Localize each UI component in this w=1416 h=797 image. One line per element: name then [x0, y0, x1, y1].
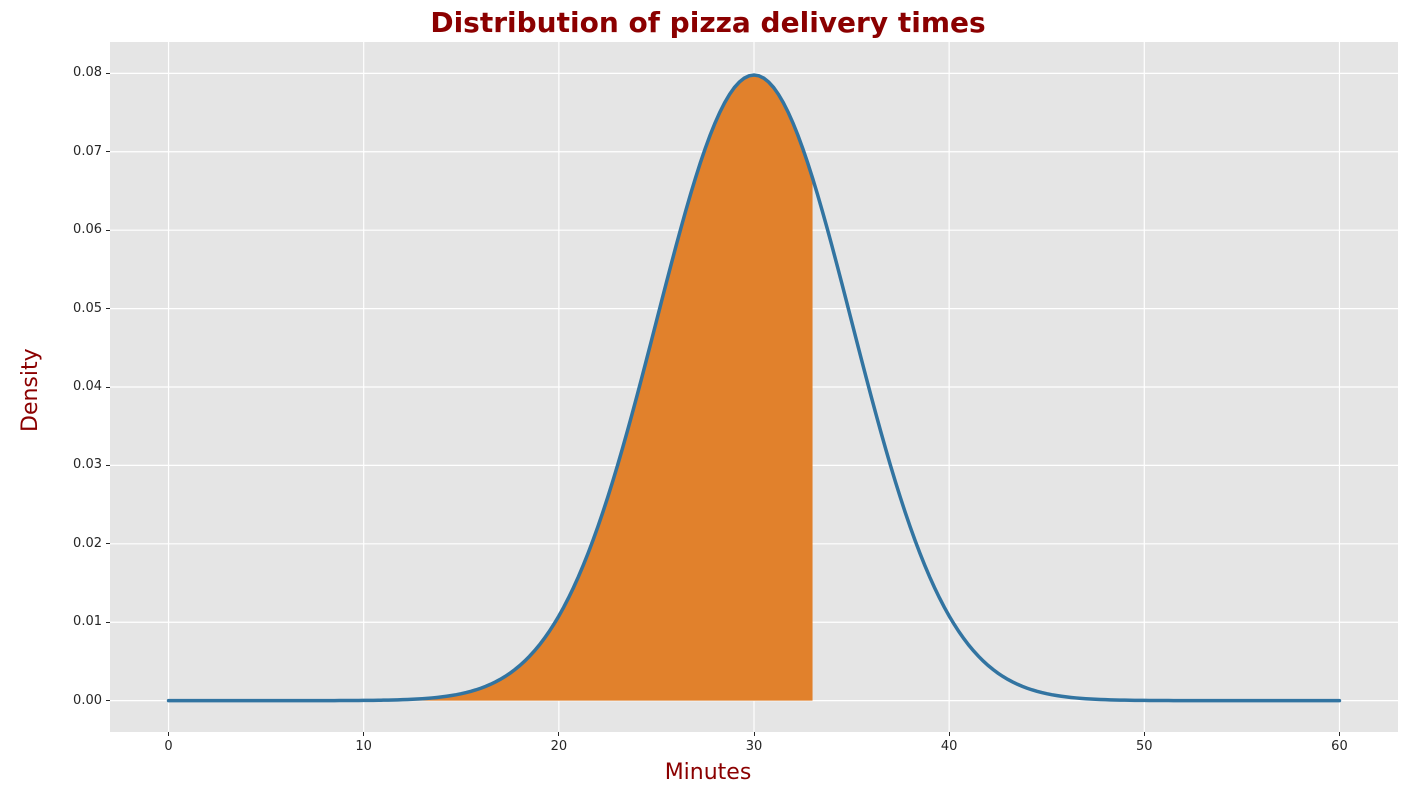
x-tick-label: 30 [739, 739, 769, 754]
y-tick-label: 0.05 [73, 301, 102, 316]
y-tick-label: 0.00 [73, 693, 102, 708]
x-tick-mark [949, 732, 950, 736]
y-tick-label: 0.07 [73, 144, 102, 159]
y-tick-mark [106, 230, 110, 231]
y-tick-label: 0.06 [73, 222, 102, 237]
y-tick-label: 0.01 [73, 614, 102, 629]
x-tick-label: 0 [154, 739, 184, 754]
y-tick-label: 0.08 [73, 65, 102, 80]
x-tick-label: 50 [1129, 739, 1159, 754]
x-tick-label: 20 [544, 739, 574, 754]
y-tick-mark [106, 465, 110, 466]
x-tick-mark [754, 732, 755, 736]
x-tick-mark [1339, 732, 1340, 736]
y-tick-mark [106, 387, 110, 388]
x-tick-label: 10 [349, 739, 379, 754]
x-tick-mark [363, 732, 364, 736]
plot-svg [0, 0, 1416, 797]
y-tick-mark [106, 700, 110, 701]
y-tick-mark [106, 543, 110, 544]
y-tick-mark [106, 622, 110, 623]
y-tick-mark [106, 73, 110, 74]
x-tick-mark [558, 732, 559, 736]
x-tick-mark [1144, 732, 1145, 736]
y-tick-label: 0.04 [73, 379, 102, 394]
y-tick-label: 0.03 [73, 457, 102, 472]
x-axis-label: Minutes [0, 760, 1416, 785]
x-tick-label: 40 [934, 739, 964, 754]
figure: Distribution of pizza delivery times Den… [0, 0, 1416, 797]
x-tick-mark [168, 732, 169, 736]
x-tick-label: 60 [1324, 739, 1354, 754]
y-tick-label: 0.02 [73, 536, 102, 551]
y-tick-mark [106, 308, 110, 309]
y-axis-label: Density [18, 348, 43, 432]
y-tick-mark [106, 151, 110, 152]
